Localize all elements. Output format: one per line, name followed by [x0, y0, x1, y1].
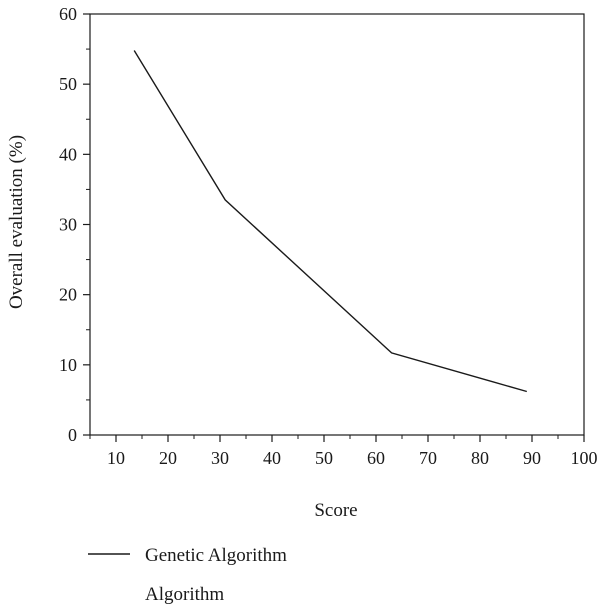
x-axis-label: Score: [314, 500, 357, 521]
x-tick-label: 20: [159, 448, 177, 468]
y-tick-label: 30: [59, 215, 77, 235]
plot-area-border: [89, 13, 585, 436]
legend-entry-algorithm: Algorithm: [145, 584, 224, 605]
x-tick-label: 30: [211, 448, 229, 468]
x-tick-label: 70: [419, 448, 437, 468]
legend: Genetic Algorithm Algorithm: [88, 545, 287, 605]
x-axis-ticks: 10 20 30 40 50 60 70 80 90 100: [89, 435, 598, 468]
y-tick-label: 0: [68, 425, 77, 445]
x-tick-label: 50: [315, 448, 333, 468]
y-tick-label: 10: [59, 355, 77, 375]
y-axis-label: Overall evaluation (%): [6, 135, 27, 309]
x-tick-label: 90: [523, 448, 541, 468]
legend-label-genetic-algorithm: Genetic Algorithm: [145, 545, 287, 566]
y-tick-label: 20: [59, 285, 77, 305]
plot-frame: [89, 13, 585, 436]
x-tick-label: 10: [107, 448, 125, 468]
y-tick-label: 40: [59, 144, 77, 164]
y-tick-label: 50: [59, 74, 77, 94]
legend-label-algorithm: Algorithm: [145, 584, 224, 605]
x-tick-label: 40: [263, 448, 281, 468]
legend-entry-genetic-algorithm: Genetic Algorithm: [88, 545, 287, 566]
x-tick-label: 80: [471, 448, 489, 468]
y-tick-label: 60: [59, 4, 77, 24]
x-tick-label: 100: [571, 448, 598, 468]
series-line-0: [133, 50, 527, 393]
series-layer: [133, 50, 527, 393]
y-axis-ticks: 0 10 20 30 40 50 60: [59, 4, 90, 445]
x-tick-label: 60: [367, 448, 385, 468]
